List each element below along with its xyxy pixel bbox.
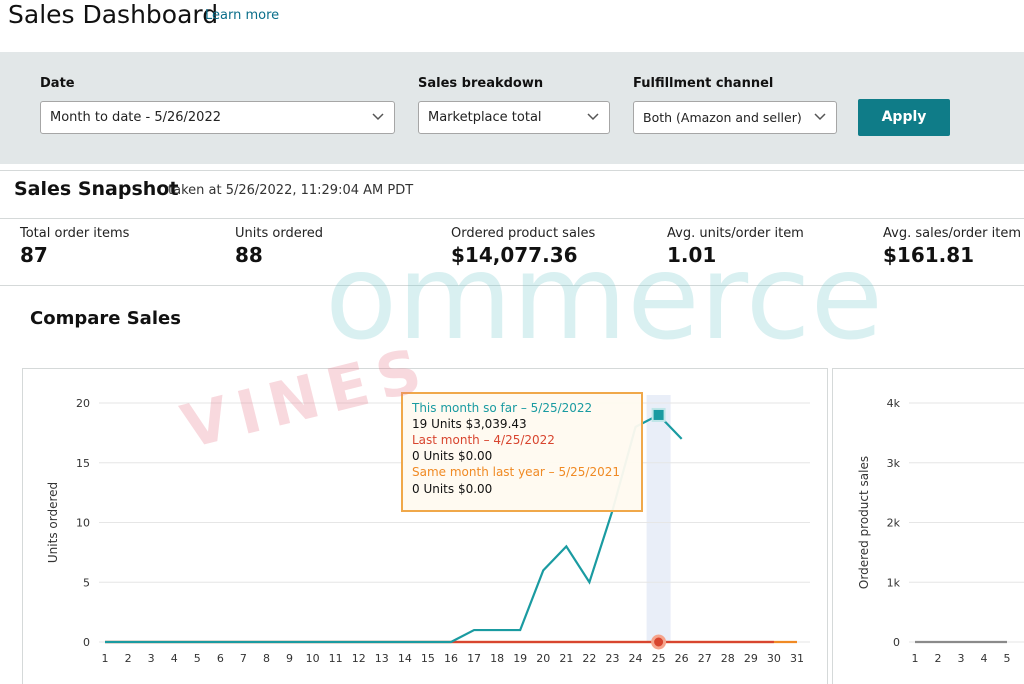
tooltip-series: This month so far – 5/25/2022	[412, 401, 593, 415]
y-tick-label: 2k	[887, 517, 901, 530]
x-tick-label: 8	[263, 652, 270, 665]
y-axis-label: Units ordered	[46, 482, 60, 563]
dropdown[interactable]: Marketplace total	[418, 101, 610, 134]
x-tick-label: 21	[559, 652, 573, 665]
tooltip-detail: 19 Units $3,039.43	[412, 417, 527, 431]
y-tick-label: 5	[83, 576, 90, 589]
chevron	[587, 113, 599, 121]
x-tick-label: 27	[698, 652, 712, 665]
x-tick-label: 1	[912, 652, 919, 665]
tooltip-detail: 0 Units $0.00	[412, 449, 493, 463]
hover-marker	[651, 407, 666, 422]
hover-marker	[651, 634, 667, 650]
snapshot-title: Sales Snapshot	[14, 178, 179, 200]
apply-button[interactable]: Apply	[858, 99, 950, 136]
y-tick-label: 15	[76, 457, 90, 470]
x-tick-label: 2	[935, 652, 942, 665]
x-tick-label: 9	[286, 652, 293, 665]
x-tick-label: 11	[329, 652, 343, 665]
y-tick-label: 0	[893, 636, 900, 649]
x-tick-label: 12	[352, 652, 366, 665]
x-tick-label: 16	[444, 652, 458, 665]
page-title: Sales Dashboard	[8, 0, 219, 29]
metric-value: 87	[20, 243, 48, 267]
snapshot-time: taken at 5/26/2022, 11:29:04 AM PDT	[168, 183, 414, 198]
y-axis-label: Ordered product sales	[857, 456, 871, 589]
y-tick-label: 3k	[887, 457, 901, 470]
watermark-word: ommerce	[325, 228, 884, 366]
x-tick-label: 1	[102, 652, 109, 665]
tooltip: This month so far – 5/25/2022 19 Units $…	[401, 392, 643, 512]
filter-label: Date	[40, 76, 75, 91]
x-tick-label: 5	[194, 652, 201, 665]
x-tick-label: 19	[513, 652, 527, 665]
x-tick-label: 24	[629, 652, 643, 665]
x-tick-label: 15	[421, 652, 435, 665]
x-tick-label: 4	[171, 652, 178, 665]
x-tick-label: 5	[1004, 652, 1011, 665]
series-line	[105, 413, 683, 644]
metric-value: 88	[235, 243, 263, 267]
filter-label: Sales breakdown	[418, 76, 544, 91]
section-title: Compare Sales	[30, 308, 181, 329]
dropdown[interactable]: Month to date - 5/26/2022	[40, 101, 395, 134]
x-tick-label: 7	[240, 652, 247, 665]
y-tick-label: 20	[76, 397, 90, 410]
x-tick-label: 17	[467, 652, 481, 665]
metric-value: $161.81	[883, 243, 975, 267]
metric-label: Units ordered	[235, 226, 323, 241]
x-tick-label: 4	[981, 652, 988, 665]
metric-label: Ordered product sales	[451, 226, 596, 241]
hover-band	[646, 395, 671, 642]
metric-value: 1.01	[667, 243, 717, 267]
x-tick-label: 30	[767, 652, 781, 665]
metric-label: Avg. sales/order item	[883, 226, 1022, 241]
x-tick-label: 2	[125, 652, 132, 665]
x-tick-label: 26	[675, 652, 689, 665]
tooltip-detail: 0 Units $0.00	[412, 482, 493, 496]
x-tick-label: 28	[721, 652, 735, 665]
x-tick-label: 13	[375, 652, 389, 665]
y-tick-label: 0	[83, 636, 90, 649]
filter-label: Fulfillment channel	[633, 76, 774, 91]
chart-panel	[832, 368, 1024, 684]
x-tick-label: 18	[490, 652, 504, 665]
x-tick-label: 22	[582, 652, 596, 665]
divider	[0, 218, 1024, 219]
x-tick-label: 23	[605, 652, 619, 665]
divider	[0, 285, 1024, 286]
x-tick-label: 29	[744, 652, 758, 665]
chart-panel	[22, 368, 828, 684]
dropdown-value: Month to date - 5/26/2022	[50, 110, 221, 125]
chevron	[814, 113, 826, 121]
metric-value: $14,077.36	[451, 243, 578, 267]
x-tick-label: 31	[790, 652, 804, 665]
y-tick-label: 10	[76, 517, 90, 530]
tooltip-series: Last month – 4/25/2022	[412, 433, 555, 447]
dropdown-value: Both (Amazon and seller)	[643, 110, 802, 125]
x-tick-label: 3	[958, 652, 965, 665]
y-tick-label: 4k	[887, 397, 901, 410]
y-tick-label: 1k	[887, 576, 901, 589]
metric-label: Total order items	[20, 226, 130, 241]
x-tick-label: 6	[217, 652, 224, 665]
metric-label: Avg. units/order item	[667, 226, 804, 241]
x-tick-label: 20	[536, 652, 550, 665]
chevron	[372, 113, 384, 121]
x-tick-label: 14	[398, 652, 412, 665]
dropdown[interactable]: Both (Amazon and seller)	[633, 101, 837, 134]
divider	[0, 170, 1024, 171]
learn-more-link[interactable]: Learn more	[205, 8, 280, 23]
tooltip-series: Same month last year – 5/25/2021	[412, 465, 621, 479]
x-tick-label: 3	[148, 652, 155, 665]
dropdown-value: Marketplace total	[428, 110, 542, 125]
x-tick-label: 10	[306, 652, 320, 665]
x-tick-label: 25	[652, 652, 666, 665]
